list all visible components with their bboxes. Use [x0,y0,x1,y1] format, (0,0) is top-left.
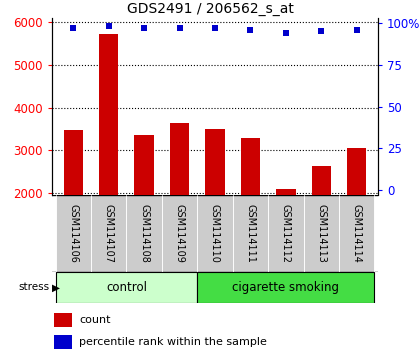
Text: GSM114107: GSM114107 [104,204,114,263]
Bar [99,34,118,195]
Point [141,25,147,31]
Point [105,23,112,29]
Bar [55,272,197,303]
Point [283,30,289,36]
Bar [205,129,225,195]
Bar [55,335,71,349]
Point [247,27,254,33]
Point [353,27,360,33]
Bar [55,195,91,272]
Bar [91,195,126,272]
Bar [276,189,296,195]
Point [212,25,218,31]
Bar [63,130,83,195]
Text: GSM114108: GSM114108 [139,204,149,263]
Point [176,25,183,31]
Point [318,29,325,34]
Bar [126,195,162,272]
Bar [339,195,375,272]
Text: cigarette smoking: cigarette smoking [232,281,339,294]
Point [70,25,76,31]
Text: ▶: ▶ [52,282,60,292]
Text: GSM114110: GSM114110 [210,204,220,263]
Bar [170,123,189,195]
Text: GSM114114: GSM114114 [352,204,362,263]
Text: percentile rank within the sample: percentile rank within the sample [79,337,267,347]
Bar [312,166,331,195]
Bar [268,195,304,272]
Bar [134,135,154,195]
Text: GSM114111: GSM114111 [245,204,255,263]
Bar [197,272,375,303]
Bar [304,195,339,272]
Bar [233,195,268,272]
Text: GSM114109: GSM114109 [175,204,184,263]
Text: count: count [79,315,110,325]
Text: control: control [106,281,147,294]
Bar [162,195,197,272]
Text: GSM114113: GSM114113 [316,204,326,263]
Bar [347,148,367,195]
Text: GDS2491 / 206562_s_at: GDS2491 / 206562_s_at [126,2,294,16]
Text: stress: stress [19,282,50,292]
Text: GSM114112: GSM114112 [281,204,291,263]
Bar [197,195,233,272]
Text: GSM114106: GSM114106 [68,204,78,263]
Bar [55,313,71,327]
Bar [241,138,260,195]
